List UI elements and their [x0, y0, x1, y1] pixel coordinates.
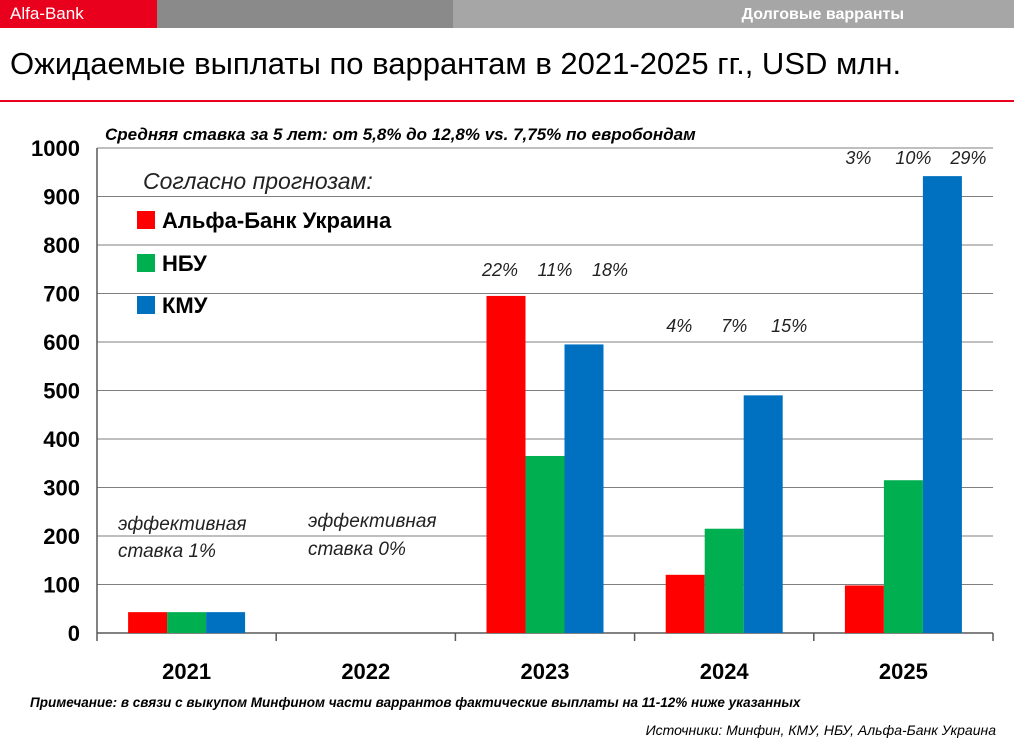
rate-label-2025-1: 10%: [895, 148, 931, 168]
y-tick-label: 900: [43, 185, 80, 210]
x-tick-label-2024: 2024: [700, 659, 750, 684]
bar-2025-series-1: [883, 480, 923, 633]
page-title: Ожидаемые выплаты по варрантам в 2021-20…: [10, 46, 902, 81]
x-tick-label-2021: 2021: [162, 659, 211, 684]
y-tick-label: 800: [43, 233, 80, 258]
rate-label-2024-2: 15%: [771, 316, 807, 336]
x-tick-label-2025: 2025: [879, 659, 928, 684]
bar-2024-series-1: [704, 528, 744, 633]
section-title: Долговые варранты: [741, 6, 904, 23]
bar-2021-series-2: [206, 612, 246, 633]
y-tick-label: 700: [43, 282, 80, 307]
legend-label-nbu: НБУ: [162, 251, 207, 276]
legend-label-alfa: Альфа-Банк Украина: [162, 208, 392, 233]
bar-layer: [128, 176, 962, 633]
x-tick-label-2022: 2022: [341, 659, 390, 684]
annotation-2022-line1: эффективная: [308, 511, 437, 532]
label-layer: 22% 11% 18% 4% 7% 15% 3% 10% 29%: [481, 148, 986, 336]
bar-2021-series-0: [128, 612, 168, 633]
y-tick-label: 400: [43, 427, 80, 452]
rate-label-2024-0: 4%: [666, 316, 692, 336]
chart-subtitle: Средняя ставка за 5 лет: от 5,8% до 12,8…: [105, 125, 696, 144]
bar-2023-series-1: [525, 455, 565, 633]
rate-label-2023-2: 18%: [592, 260, 628, 280]
legend-swatch-nbu: [137, 254, 155, 272]
x-tick-label-2023: 2023: [521, 659, 570, 684]
bar-2021-series-1: [167, 612, 207, 633]
rate-label-2023-0: 22%: [481, 260, 518, 280]
bar-2024-series-0: [665, 574, 705, 633]
bar-2025-series-2: [922, 176, 962, 633]
y-tick-label: 200: [43, 524, 80, 549]
title-divider: [0, 100, 1014, 102]
annotation-2021-line2: ставка 1%: [118, 541, 216, 562]
brand-logo: Alfa-Bank: [0, 0, 157, 28]
sources: Источники: Минфин, КМУ, НБУ, Альфа-Банк …: [645, 722, 996, 738]
legend-swatch-kmu: [137, 296, 155, 314]
rate-label-2025-2: 29%: [949, 148, 986, 168]
y-tick-label: 1000: [31, 136, 80, 161]
y-tick-label: 500: [43, 379, 80, 404]
legend-label-kmu: КМУ: [162, 293, 208, 318]
axis-layer: 0 100 200 300 400 500 600 700 800 900 1000 2021 2022…: [31, 136, 994, 684]
y-tick-label: 100: [43, 573, 80, 598]
y-tick-label: 0: [68, 621, 80, 646]
top-bar-middle: [157, 0, 453, 28]
rate-label-2024-1: 7%: [721, 316, 747, 336]
legend-swatch-alfa: [137, 211, 155, 229]
bar-2024-series-2: [743, 395, 783, 633]
footnote: Примечание: в связи с выкупом Минфином ч…: [30, 695, 801, 710]
rate-label-2023-1: 11%: [538, 260, 573, 280]
bar-2023-series-2: [564, 344, 604, 633]
annotation-2022-line2: ставка 0%: [308, 539, 406, 560]
top-bar-right: [453, 0, 1014, 28]
top-bar: Alfa-Bank Долговые варранты: [0, 0, 1014, 28]
annotation-2021-line1: эффективная: [118, 514, 247, 535]
bar-2025-series-0: [844, 585, 884, 633]
annotation-2022: эффективная ставка 0%: [308, 511, 437, 560]
legend: Согласно прогнозам: Альфа-Банк Украина Н…: [137, 168, 392, 318]
legend-title: Согласно прогнозам:: [143, 168, 373, 194]
annotation-2021: эффективная ставка 1%: [118, 514, 247, 562]
rate-label-2025-0: 3%: [845, 148, 871, 168]
bar-2023-series-0: [486, 295, 526, 633]
y-tick-label: 600: [43, 330, 80, 355]
y-tick-label: 300: [43, 476, 80, 501]
